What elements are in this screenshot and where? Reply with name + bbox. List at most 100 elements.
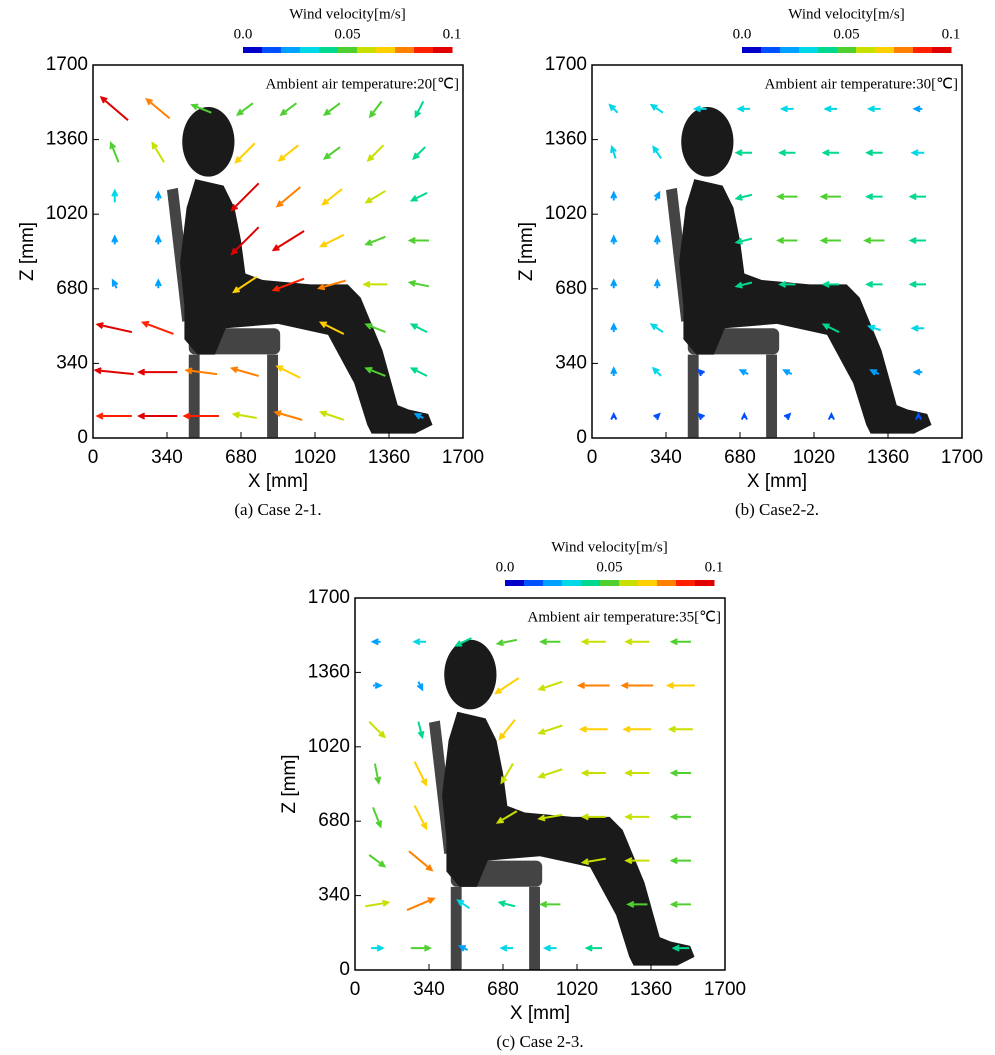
x-tick-label: 1700 xyxy=(941,447,983,468)
velocity-arrow xyxy=(279,102,298,116)
human-head xyxy=(182,106,235,177)
y-tick-label: 1020 xyxy=(46,203,88,224)
velocity-arrow xyxy=(364,323,386,334)
annotation-bg xyxy=(225,73,459,97)
velocity-arrow xyxy=(316,279,346,291)
velocity-arrow xyxy=(610,190,618,201)
velocity-arrow xyxy=(500,763,514,785)
x-tick-label: 1020 xyxy=(556,979,598,1000)
colorbar-segment xyxy=(600,580,620,586)
x-tick-label: 680 xyxy=(225,447,257,468)
velocity-arrow xyxy=(622,725,652,733)
colorbar-segment xyxy=(395,47,415,53)
velocity-arrow xyxy=(669,769,691,777)
velocity-arrow xyxy=(184,367,218,376)
colorbar-segment xyxy=(281,47,301,53)
y-axis-label: Z [mm] xyxy=(516,222,537,281)
colorbar-segment xyxy=(505,580,525,586)
velocity-arrow xyxy=(408,850,434,872)
y-tick-label: 1360 xyxy=(308,661,350,682)
chair-leg xyxy=(188,354,200,438)
x-axis-label: X [mm] xyxy=(747,471,807,492)
y-tick-label: 0 xyxy=(576,427,587,448)
velocity-arrow xyxy=(322,102,341,116)
velocity-arrow xyxy=(624,857,650,865)
colorbar-segment xyxy=(932,47,952,53)
y-tick-label: 1700 xyxy=(308,587,350,608)
velocity-arrow xyxy=(372,806,382,829)
colorbar-title: Wind velocity[m/s] xyxy=(788,6,904,22)
velocity-arrow xyxy=(734,193,753,201)
colorbar-tick-label: 0.1 xyxy=(443,26,462,42)
velocity-arrow xyxy=(776,237,798,245)
annotation-bg xyxy=(724,73,958,97)
plot-frame xyxy=(92,64,464,439)
velocity-arrow xyxy=(610,278,618,289)
y-axis-label: Z [mm] xyxy=(17,222,38,281)
velocity-arrow xyxy=(652,145,662,160)
velocity-arrow xyxy=(409,367,428,377)
velocity-arrow xyxy=(653,190,661,201)
x-tick-label: 1700 xyxy=(442,447,484,468)
colorbar-segment xyxy=(581,580,601,586)
velocity-arrow xyxy=(620,682,654,690)
y-tick-label: 1700 xyxy=(545,54,587,75)
velocity-arrow xyxy=(819,193,841,201)
velocity-arrow xyxy=(409,191,428,202)
velocity-arrow xyxy=(499,944,514,952)
velocity-arrow xyxy=(653,412,661,421)
y-tick-label: 340 xyxy=(318,885,350,906)
velocity-arrow xyxy=(318,321,345,335)
colorbar-segment xyxy=(818,47,838,53)
velocity-arrow xyxy=(95,322,133,334)
velocity-arrow xyxy=(827,411,835,420)
velocity-arrow xyxy=(783,412,792,421)
velocity-arrow xyxy=(413,761,428,787)
velocity-arrow xyxy=(111,234,119,245)
velocity-arrow xyxy=(542,944,557,952)
colorbar-tick-label: 0.0 xyxy=(496,559,515,575)
chair-leg xyxy=(529,886,540,970)
plot-frame xyxy=(354,597,726,971)
colorbar-title: Wind velocity[m/s] xyxy=(551,539,667,555)
velocity-arrow xyxy=(136,368,178,376)
colorbar-segment xyxy=(262,47,282,53)
velocity-arrow xyxy=(649,323,664,333)
velocity-arrow xyxy=(364,190,386,204)
velocity-arrow xyxy=(413,804,428,831)
velocity-arrow xyxy=(231,411,257,419)
velocity-arrow xyxy=(912,105,923,113)
velocity-arrow xyxy=(867,324,881,332)
velocity-arrow xyxy=(669,638,691,646)
velocity-arrow xyxy=(908,193,927,201)
colorbar-title: Wind velocity[m/s] xyxy=(289,6,405,22)
velocity-arrow xyxy=(154,234,162,245)
velocity-arrow xyxy=(821,149,840,157)
velocity-arrow xyxy=(277,144,300,162)
colorbar-segment xyxy=(638,580,658,586)
velocity-arrow xyxy=(495,810,518,824)
velocity-arrow xyxy=(275,365,301,379)
velocity-arrow xyxy=(271,277,305,292)
velocity-arrow xyxy=(866,105,881,113)
human-body xyxy=(442,711,695,966)
velocity-arrow xyxy=(182,412,219,420)
colorbar-tick-label: 0.1 xyxy=(942,26,961,42)
y-tick-label: 1020 xyxy=(545,203,587,224)
velocity-arrow xyxy=(697,368,705,377)
velocity-arrow xyxy=(406,897,436,911)
velocity-arrow xyxy=(95,412,132,420)
velocity-arrow xyxy=(580,857,606,866)
velocity-arrow xyxy=(414,100,425,119)
velocity-arrow xyxy=(230,182,260,212)
velocity-arrow xyxy=(865,193,883,201)
x-tick-label: 0 xyxy=(350,979,361,1000)
y-tick-label: 680 xyxy=(318,810,350,831)
colorbar-segment xyxy=(543,580,563,586)
colorbar-segment xyxy=(562,580,582,586)
velocity-arrow xyxy=(578,725,608,733)
x-tick-label: 680 xyxy=(724,447,756,468)
velocity-arrow xyxy=(371,944,385,952)
colorbar-segment xyxy=(357,47,377,53)
velocity-arrow xyxy=(649,103,664,114)
